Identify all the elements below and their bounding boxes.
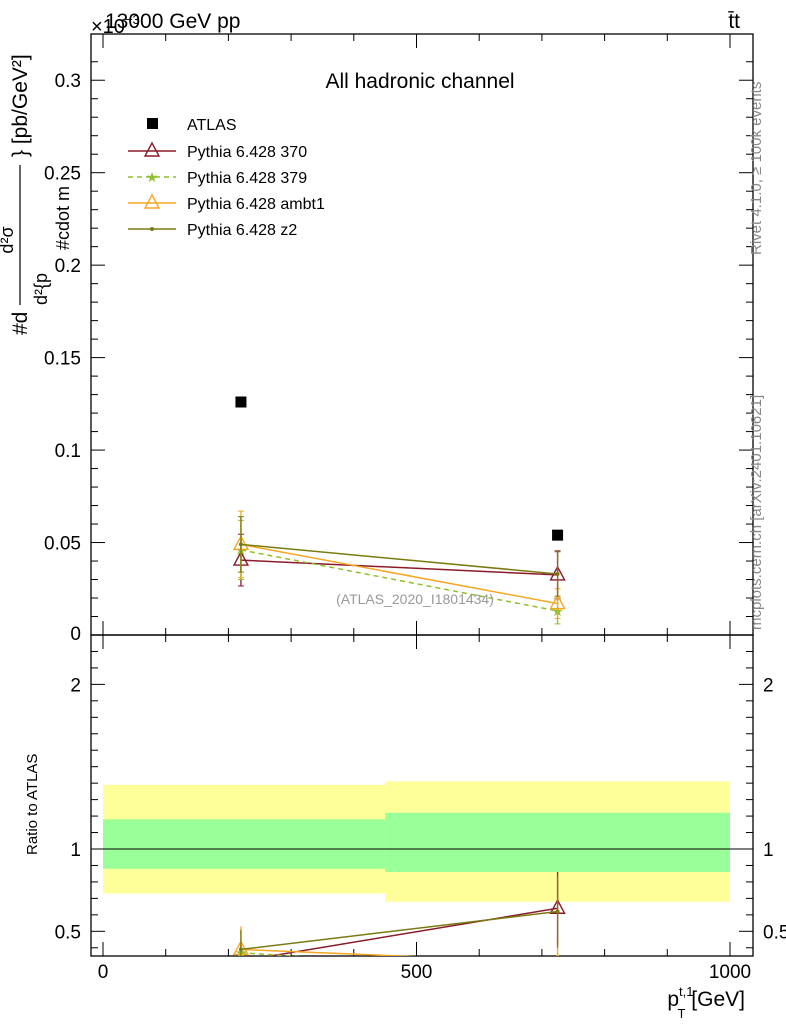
series-line-ratio	[240, 948, 418, 956]
legend-series-marker	[150, 227, 154, 231]
y-tick-label: 0.05	[44, 534, 81, 555]
legend-series-marker: ★	[146, 169, 159, 185]
ratio-bands	[103, 781, 730, 902]
mc-series-main: ★★	[232, 510, 566, 625]
legend-series: Pythia 6.428 370 ★ Pythia 6.428 379 Pythia …	[128, 141, 325, 239]
legend-series-label: Pythia 6.428 z2	[187, 222, 297, 239]
axis-tick-labels: 0 500 1000 0.05 0.1 0.15 0.2 0.25 0.3 0 0.5 0.5 1 1 2 2	[44, 71, 786, 983]
y-axis-title-denominator: d²{p	[31, 273, 51, 305]
analysis-watermark: (ATLAS_2020_I1801434)	[336, 591, 494, 607]
series-line-ratio	[266, 907, 558, 956]
series-point	[238, 542, 243, 547]
legend-data-marker	[147, 118, 158, 129]
ratio-y-tick-label: 0.5	[55, 922, 81, 943]
y-tick-label-zero: 0	[70, 624, 81, 645]
legend-series-label: Pythia 6.428 370	[187, 144, 307, 161]
data-points	[235, 396, 564, 541]
y-axis-title-numerator: d²σ	[0, 226, 17, 253]
y-tick-label: 0.1	[55, 441, 81, 462]
data-point	[552, 529, 564, 541]
chart-title: All hadronic channel	[325, 70, 514, 93]
series-line-ratio	[240, 910, 558, 951]
x-tick-label: 500	[401, 962, 433, 983]
legend-series-label: Pythia 6.428 379	[187, 170, 307, 187]
ratio-y-axis-title: Ratio to ATLAS	[24, 754, 41, 855]
y-tick-label: 0.2	[55, 256, 81, 277]
ratio-y-tick-label-right: 2	[763, 675, 774, 696]
ratio-band-inner	[103, 819, 386, 869]
y-tick-label: 0.3	[55, 71, 81, 92]
axis-ticks	[91, 34, 753, 956]
y-axis-title-mid: #cdot m	[53, 186, 73, 250]
ratio-y-tick-label-right: 0.5	[763, 922, 786, 943]
collision-energy-label: 13000 GeV pp	[105, 10, 240, 33]
y-tick-label: 0.15	[44, 349, 81, 370]
x-tick-label: 0	[98, 962, 109, 983]
y-axis-title: #d d²σ d²{p #cdot m } [pb/GeV²]	[0, 54, 73, 335]
x-axis-title: pt,1 T [GeV]	[667, 984, 745, 1021]
process-label: t̄t	[728, 10, 740, 33]
series-line-main	[240, 543, 558, 605]
series-line-main	[240, 559, 558, 576]
legend-data-label: ATLAS	[187, 117, 237, 134]
series-line-main	[240, 543, 558, 575]
series-ratio-point	[555, 909, 560, 914]
y-tick-label: 0.25	[44, 164, 81, 185]
y-axis-title-units: } [pb/GeV²]	[9, 54, 32, 157]
series-ratio-point	[238, 947, 243, 952]
ratio-y-tick-label: 1	[70, 840, 81, 861]
x-tick-label: 1000	[709, 962, 751, 983]
legend-series-marker	[143, 141, 161, 157]
exponent-label: ×10−3	[91, 12, 140, 38]
ratio-plot-frame	[90, 634, 754, 957]
ratio-band-inner	[385, 812, 730, 873]
y-axis-title-prefix: #d	[9, 312, 32, 335]
legend-series-marker	[143, 193, 161, 209]
series-point	[549, 594, 566, 610]
ratio-y-tick-label: 2	[70, 675, 81, 696]
series-ratio-point: ★	[551, 966, 564, 982]
mc-series-ratio: ★★	[232, 872, 566, 982]
legend: ATLAS Pythia 6.428 370★ Pythia 6.428 379P…	[128, 117, 325, 239]
rivet-label: Rivet 4.1.0, ≥ 100k events	[748, 82, 765, 255]
legend-series-label: Pythia 6.428 ambt1	[187, 196, 325, 213]
mcplots-label: mcplots.cern.ch [arXiv:2401.10621]	[748, 395, 765, 630]
data-point	[235, 396, 247, 408]
ratio-y-tick-label-right: 1	[763, 840, 774, 861]
series-point	[555, 571, 560, 576]
